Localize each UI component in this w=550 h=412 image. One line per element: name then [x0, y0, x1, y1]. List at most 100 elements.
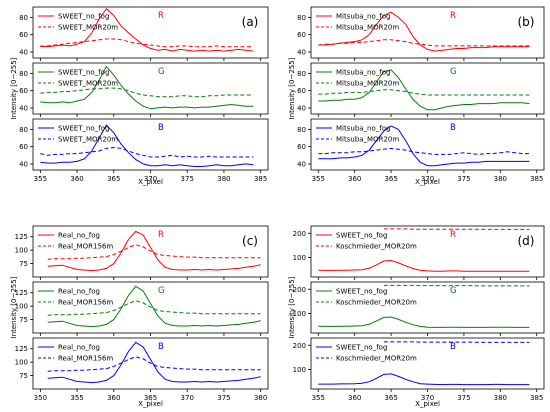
x-tick-label: 360 [348, 175, 361, 183]
y-tick-label: 60 [297, 143, 306, 151]
legend-label: SWEET_no_fog [336, 344, 387, 352]
series-line-SWEET_no_fog [40, 124, 254, 167]
x-tick-label: 355 [34, 175, 47, 183]
legend-label: Koschmieder_MOR20m [336, 243, 417, 251]
x-tick-label: 365 [107, 175, 120, 183]
legend-label: SWEET_MOR20m [58, 136, 118, 144]
legend-label: SWEET_no_fog [336, 288, 387, 296]
y-tick-label: 60 [19, 143, 28, 151]
y-tick-label: 40 [19, 104, 28, 112]
y-tick-label: 75 [19, 316, 28, 324]
y-tick-label: 40 [297, 104, 306, 112]
subplot-R: 75 100 125 Real_no_fog Real_MOR156m R (c) [15, 225, 269, 280]
subplot-B: 100 200 355 360 365 370 375 380 385 SWEET_no_fog K… [293, 337, 545, 402]
series-line-SWEET_MOR20m [40, 146, 254, 158]
legend-label: Mitsuba_no_fog [336, 13, 390, 21]
subplot-G: 40 60 80 SWEET_no_fog SWEET_MOR20m G [19, 62, 269, 117]
series-line-Real_MOR156m [47, 244, 261, 260]
x-tick-label: 375 [217, 394, 230, 402]
legend: SWEET_no_fog SWEET_MOR20m [38, 125, 118, 144]
legend-label: Mitsuba_no_fog [336, 125, 390, 133]
subplot-B: 75 100 125 350 355 360 365 370 375 380 Real_no_fog… [15, 337, 269, 402]
panel-a: 40 60 80 SWEET_no_fog SWEET_MOR20m R (a) 40 60 80… [10, 6, 269, 186]
y-tick-label: 125 [15, 345, 28, 353]
x-tick-label: 385 [530, 175, 543, 183]
x-tick-label: 365 [384, 175, 397, 183]
x-tick-label: 360 [348, 394, 361, 402]
legend-label: Mitsuba_MOR20m [336, 24, 399, 32]
series-line-Real_no_fog [47, 341, 261, 384]
y-axis-label: Intensity [0~255] [288, 57, 296, 119]
x-tick-label: 370 [421, 175, 434, 183]
legend-label: Mitsuba_no_fog [336, 69, 390, 77]
y-tick-label: 60 [297, 87, 306, 95]
y-tick-label: 80 [19, 126, 28, 134]
legend: Mitsuba_no_fog Mitsuba_MOR20m [316, 13, 399, 32]
legend-label: Real_no_fog [58, 344, 100, 352]
panel-label: (a) [242, 15, 259, 29]
legend: Mitsuba_no_fog Mitsuba_MOR20m [316, 69, 399, 88]
x-tick-label: 365 [384, 394, 397, 402]
y-tick-label: 200 [293, 286, 306, 294]
legend: SWEET_no_fog Koschmieder_MOR20m [316, 344, 417, 363]
y-tick-label: 200 [293, 230, 306, 238]
y-tick-label: 125 [15, 233, 28, 241]
series-line-Real_no_fog [47, 285, 261, 328]
y-tick-label: 80 [19, 14, 28, 22]
legend-label: Real_no_fog [58, 232, 100, 240]
channel-label: G [450, 286, 457, 296]
x-tick-label: 380 [494, 394, 507, 402]
series-line-Mitsuba_no_fog [318, 11, 530, 52]
channel-label: G [158, 286, 165, 296]
channel-label: B [450, 342, 456, 352]
series-line-Koschmieder_MOR20m [383, 284, 530, 287]
series-line-Real_MOR156m [47, 300, 261, 316]
legend-label: SWEET_no_fog [336, 232, 387, 240]
legend-label: SWEET_no_fog [58, 13, 109, 21]
channel-label: G [450, 67, 457, 77]
series-line-Real_no_fog [47, 230, 261, 272]
y-tick-label: 80 [297, 70, 306, 78]
y-axis-label: Intensity [0~255] [288, 276, 296, 338]
series-line-Mitsuba_no_fog [318, 125, 530, 167]
x-tick-label: 375 [181, 175, 194, 183]
y-tick-label: 200 [293, 342, 306, 350]
legend-label: Real_MOR156m [58, 243, 113, 251]
y-tick-label: 80 [297, 14, 306, 22]
legend: SWEET_no_fog SWEET_MOR20m [38, 13, 118, 32]
x-tick-label: 380 [217, 175, 230, 183]
series-line-Real_MOR156m [47, 356, 261, 372]
x-tick-label: 385 [254, 175, 267, 183]
panel-label: (c) [242, 234, 258, 248]
subplot-B: 40 60 80 355 360 365 370 375 380 385 Mitsuba_no_fo… [297, 118, 545, 183]
legend-label: Mitsuba_MOR20m [336, 80, 399, 88]
x-tick-label: 355 [70, 394, 83, 402]
x-axis-label: X_pixel [138, 178, 163, 186]
x-tick-label: 350 [34, 394, 47, 402]
y-axis-label: Intensity [0~255] [10, 57, 18, 119]
series-line-SWEET_no_fog [40, 65, 254, 110]
series-line-Mitsuba_MOR20m [318, 147, 530, 155]
y-tick-label: 75 [19, 260, 28, 268]
y-tick-label: 100 [293, 310, 306, 318]
channel-label: B [158, 342, 164, 352]
channel-label: R [450, 11, 456, 21]
y-tick-label: 125 [15, 289, 28, 297]
legend: SWEET_no_fog Koschmieder_MOR20m [316, 232, 417, 251]
legend-label: SWEET_MOR20m [58, 24, 118, 32]
channel-label: B [450, 123, 456, 133]
legend-label: SWEET_MOR20m [58, 80, 118, 88]
y-tick-label: 100 [293, 366, 306, 374]
legend: SWEET_no_fog Koschmieder_MOR20m [316, 288, 417, 307]
series-line-SWEET_no_fog [318, 316, 530, 328]
x-tick-label: 355 [312, 394, 325, 402]
y-tick-label: 100 [15, 303, 28, 311]
x-tick-label: 365 [144, 394, 157, 402]
y-tick-label: 100 [293, 254, 306, 262]
y-tick-label: 40 [19, 48, 28, 56]
x-tick-label: 380 [254, 394, 267, 402]
series-line-SWEET_no_fog [40, 7, 254, 52]
y-tick-label: 100 [15, 359, 28, 367]
